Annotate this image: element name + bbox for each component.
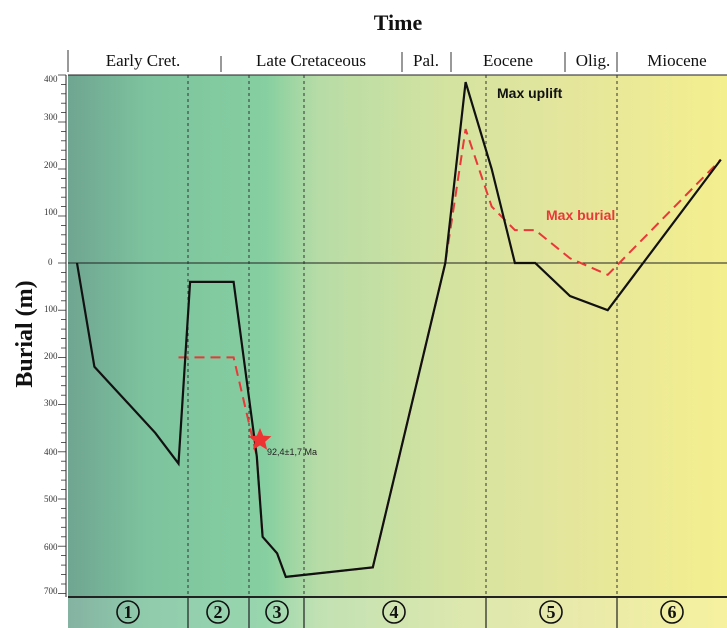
phase-boundaries: [187, 75, 618, 597]
phase-number: 3: [273, 602, 282, 622]
y-tick-label: 200: [44, 351, 58, 361]
dated-sample-age: 92,4±1,7 Ma: [267, 447, 317, 457]
phase-number: 6: [668, 602, 677, 622]
phase-bar-dividers: [187, 597, 618, 628]
period-label-paleocene: Pal.: [413, 51, 439, 70]
phase-circle: [539, 600, 563, 624]
phase-circle: [206, 600, 230, 624]
plot-background: [68, 75, 727, 597]
phase-numbers: 1 2 3 4 5 6: [116, 600, 684, 624]
y-tick-label: 700: [44, 586, 58, 596]
y-axis-label: Burial (m): [12, 280, 38, 387]
period-label-eocene: Eocene: [483, 51, 533, 70]
y-tick-label: 0: [48, 257, 53, 267]
y-tick-label: 100: [44, 207, 58, 217]
period-label-early-cret: Early Cret.: [106, 51, 181, 70]
dated-sample-star-icon: [248, 428, 272, 450]
y-tick-label: 300: [44, 112, 58, 122]
y-tick-label: 600: [44, 542, 58, 552]
phase-circle: [382, 600, 406, 624]
y-tick-label: 100: [44, 304, 58, 314]
period-label-oligocene: Olig.: [576, 51, 610, 70]
y-axis: 400 300 200 100 0 100 200 300 400 500 60…: [44, 74, 67, 597]
period-label-miocene: Miocene: [647, 51, 706, 70]
max-burial-label: Max burial: [546, 207, 615, 223]
max-uplift-label: Max uplift: [497, 85, 563, 101]
y-tick-label: 400: [44, 447, 58, 457]
max-uplift-curve: [75, 81, 722, 579]
phase-circle: [265, 600, 289, 624]
period-separators: [67, 50, 618, 72]
phase-number: 5: [547, 602, 556, 622]
period-label-late-cretaceous: Late Cretaceous: [256, 51, 366, 70]
chart-title: Time: [374, 10, 423, 35]
phase-circle: [116, 600, 140, 624]
phase-number: 4: [390, 602, 399, 622]
y-tick-label: 200: [44, 160, 58, 170]
phase-circle: [660, 600, 684, 624]
y-tick-label: 400: [44, 74, 58, 84]
phase-number: 1: [124, 602, 133, 622]
y-tick-label: 300: [44, 398, 58, 408]
period-labels: Early Cret. Late Cretaceous Pal. Eocene …: [106, 51, 707, 70]
y-tick-label: 500: [44, 494, 58, 504]
y-axis-minor-ticks: [58, 74, 66, 594]
phase-number: 2: [214, 602, 223, 622]
